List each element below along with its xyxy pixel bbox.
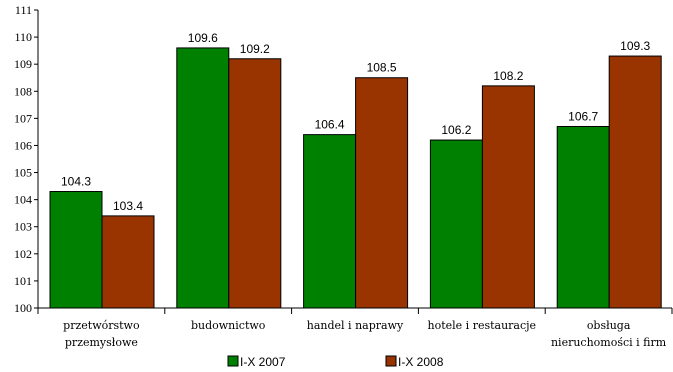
y-tick-label: 111 (15, 3, 32, 17)
bar-series1 (49, 191, 103, 309)
bars: 104.3 109.6 106.4 106.2 106.7 103.4 109.2 108.5… (49, 31, 662, 309)
y-tick-label: 107 (14, 111, 32, 125)
bar-series2 (608, 55, 662, 309)
bar-series1 (556, 125, 610, 309)
data-label: 108.2 (493, 69, 523, 83)
data-label: 109.3 (620, 39, 650, 53)
bar-series1 (303, 134, 357, 309)
legend-label: I-X 2007 (240, 355, 286, 369)
y-tick-label: 109 (14, 57, 32, 71)
y-tick-label: 101 (14, 274, 32, 288)
bar-series2 (481, 85, 535, 309)
data-label: 109.6 (188, 31, 218, 45)
y-tick-label: 100 (14, 301, 32, 315)
category-label: handel i naprawy (307, 319, 404, 332)
category-label: przetwórstwo (63, 319, 140, 332)
legend-swatch (385, 355, 397, 367)
y-tick-label: 105 (14, 166, 32, 180)
data-label: 103.4 (113, 199, 143, 213)
bar-series2 (101, 215, 155, 309)
bar-series1 (176, 47, 230, 309)
bar-series2 (228, 58, 282, 309)
legend-swatch (227, 355, 239, 367)
data-label: 104.3 (61, 175, 91, 189)
y-tick-label: 110 (14, 30, 32, 44)
data-label: 108.5 (367, 61, 397, 75)
y-tick-label: 103 (14, 220, 32, 234)
y-tick-label: 108 (14, 84, 32, 98)
y-axis: 100 101 102 103 104 105 106 107 108 109 110 111 (14, 3, 39, 315)
data-label: 106.7 (568, 109, 598, 123)
category-label: obsługa (587, 319, 631, 332)
data-label: 109.2 (240, 42, 270, 56)
category-label: hotele i restauracje (428, 319, 537, 332)
data-label: 106.4 (315, 118, 345, 132)
category-label: przemysłowe (65, 336, 138, 349)
bar-series2 (355, 77, 409, 309)
legend: I-X 2007 I-X 2008 (227, 355, 444, 369)
category-label: nieruchomości i firm (551, 336, 667, 349)
x-axis: przetwórstwo przemysłowe budownictwo handel… (37, 307, 673, 349)
legend-label: I-X 2008 (398, 355, 444, 369)
bar-series1 (429, 139, 483, 309)
category-label: budownictwo (191, 319, 266, 332)
y-tick-label: 102 (14, 247, 32, 261)
data-label: 106.2 (441, 123, 471, 137)
y-tick-label: 106 (14, 138, 32, 152)
y-tick-label: 104 (14, 193, 32, 207)
